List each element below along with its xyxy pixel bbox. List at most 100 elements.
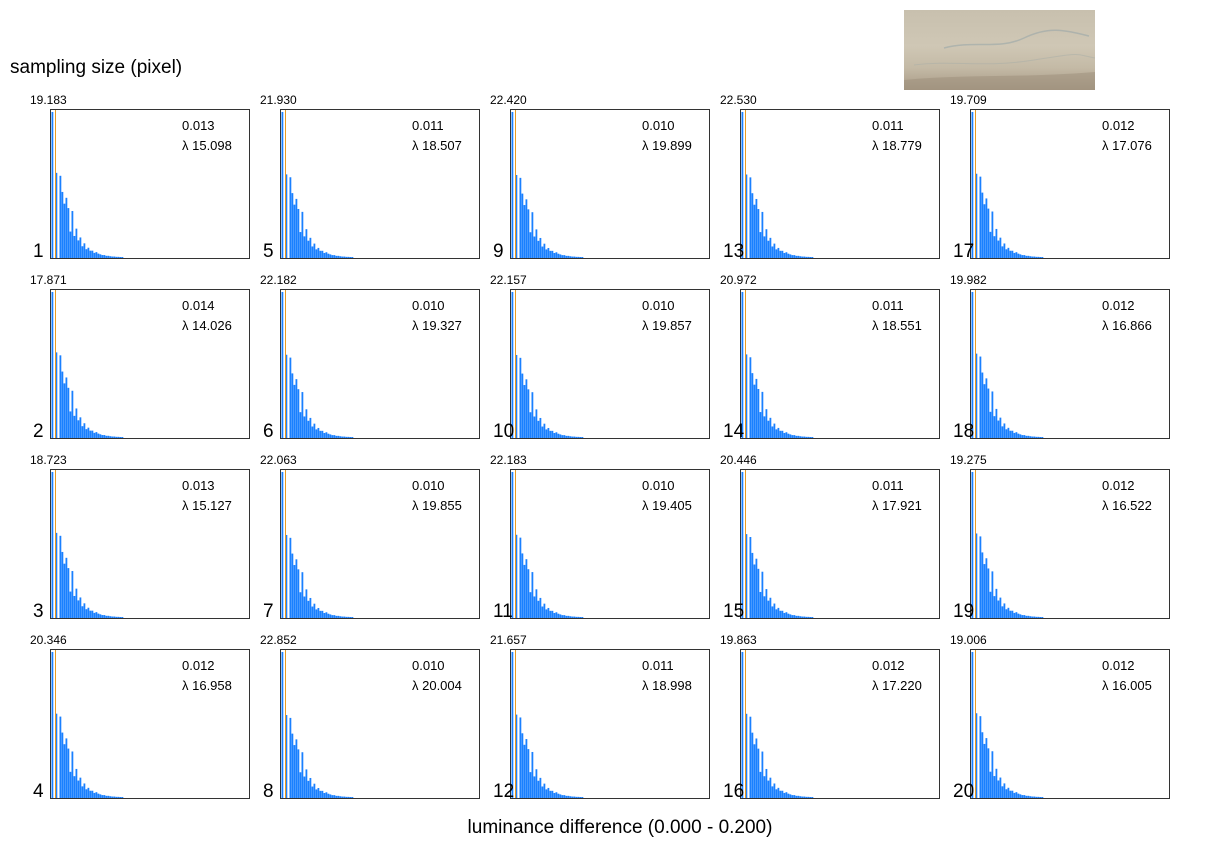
histogram-bar [67,208,70,258]
histogram-bar [807,616,810,618]
panel-index-number: 13 [723,241,745,262]
histogram-bar [341,436,344,438]
histogram-bar [995,588,998,618]
histogram-bar [761,391,764,438]
panel-peak-value: 19.709 [950,93,987,107]
panel-index-number: 3 [33,601,44,622]
histogram-panel [740,109,940,259]
histogram-bar [991,391,994,438]
panel-peak-value: 22.063 [260,453,297,467]
histogram-bar [107,435,110,438]
histogram-bar [311,426,314,438]
histogram-bar [285,534,288,618]
histogram-bar [535,589,538,618]
histogram-bar [751,193,754,258]
histogram-bar [117,796,120,798]
histogram-bars [511,290,584,438]
histogram-bar [115,616,118,618]
histogram-bar [989,231,992,258]
histogram-bar [119,437,122,438]
histogram-bar [769,417,772,438]
panel-lambda-value: λ 18.998 [642,678,692,693]
histogram-bar [1001,426,1004,438]
histogram-bar [521,553,524,618]
histogram-bar [295,739,298,798]
histogram-bar [791,795,794,798]
histogram-bar [313,423,316,438]
histogram-bar [801,436,804,438]
histogram-bar [531,572,534,618]
histogram-bar [781,610,784,618]
histogram-bar [805,616,808,618]
histogram-bar [105,615,108,618]
panel-lambda-value: λ 16.866 [1102,318,1152,333]
panel-mean-value: 0.013 [182,118,215,133]
histogram-bar [801,256,804,258]
histogram-bar [1003,423,1006,438]
panel-peak-value: 21.930 [260,93,297,107]
histogram-bar [299,412,302,438]
histogram-bar [1017,613,1020,618]
histogram-bar [801,616,804,618]
histogram-bar [1003,783,1006,798]
histogram-bar [573,616,576,618]
histogram-bar [91,430,94,438]
panel-mean-value: 0.011 [872,478,904,493]
panel-lambda-value: λ 19.405 [642,498,692,513]
histogram-bar [811,257,814,258]
histogram-bar [121,617,124,618]
histogram-bar [325,792,328,798]
histogram-bar [785,432,788,438]
histogram-bar [69,231,72,258]
histogram-bar [791,255,794,258]
histogram-bar [345,436,348,438]
histogram-bar [565,615,568,618]
histogram-bar [749,537,752,618]
histogram-bar [107,615,110,618]
histogram-bar [575,256,578,258]
histogram-bars [971,650,1044,798]
histogram-bar [351,437,354,438]
panel-index-number: 18 [953,421,975,442]
histogram-bar [341,796,344,798]
histogram-bar [75,768,78,798]
histogram-bar [525,739,528,798]
histogram-bar [581,617,584,618]
histogram-bar [323,612,326,618]
histogram-bar [77,420,80,438]
histogram-bar [761,751,764,798]
histogram-bar [1025,435,1028,438]
panel-index-number: 9 [493,241,504,262]
histogram-bar [291,373,294,438]
panel-index-number: 14 [723,421,745,442]
histogram-bar [787,613,790,618]
histogram-bar [309,597,312,618]
panel-mean-value: 0.010 [642,118,675,133]
histogram-bar [119,617,122,618]
histogram-bar [1009,250,1012,258]
histogram-bar [997,420,1000,438]
histogram-bar [567,795,570,798]
histogram-bar [95,612,98,618]
histogram-bar [549,430,552,438]
histogram-bar [779,430,782,438]
histogram-bar [789,614,792,618]
histogram-bar [341,616,344,618]
histogram-panel [50,469,250,619]
histogram-bar [113,436,116,438]
histogram-bar [767,240,770,258]
histogram-bar [85,249,88,258]
histogram-bar [95,792,98,798]
histogram-bar [529,772,532,798]
histogram-bar [759,232,762,258]
histogram-bar [319,250,322,258]
histogram-bar [989,411,992,438]
histogram-bar [555,432,558,438]
histogram-bar [109,436,112,438]
histogram-bar [993,416,996,438]
histogram-bar [325,432,328,438]
histogram-bar [1019,254,1022,258]
histogram-bar [1033,436,1036,438]
panel-lambda-value: λ 17.220 [872,678,922,693]
histogram-bar [527,389,530,438]
